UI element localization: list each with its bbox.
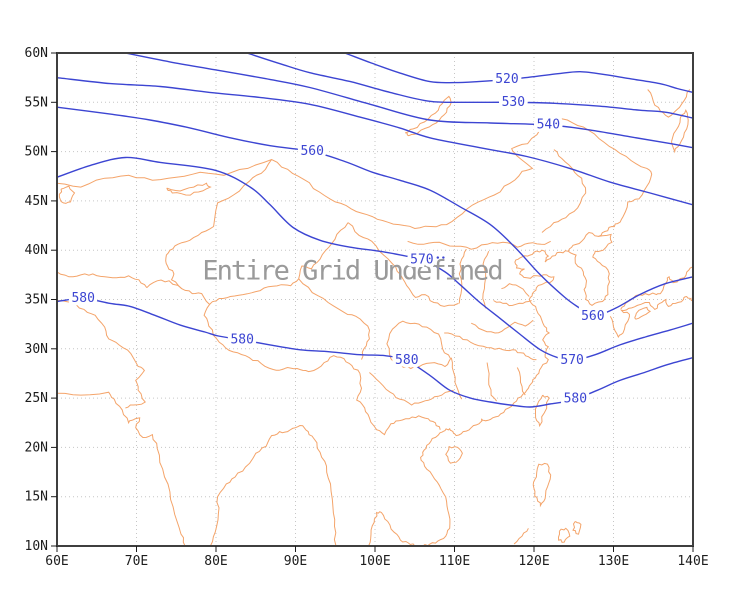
map-outline-inner-mongolia-line: [407, 240, 551, 250]
map-outlines: [57, 89, 693, 546]
contour-label-530: 530: [502, 95, 525, 110]
y-tick-label-55N: 55N: [25, 95, 48, 110]
contour-label-570: 570: [410, 253, 433, 268]
map-outline-kunlun-border: [209, 222, 349, 305]
y-tick-label-15N: 15N: [25, 490, 48, 505]
contour-540: [125, 53, 693, 149]
y-tick-label-10N: 10N: [25, 539, 48, 554]
x-tick-label-60E: 60E: [45, 554, 68, 569]
map-outline-henan-line: [471, 319, 534, 334]
map-outline-luzon: [532, 462, 552, 508]
map-outline-balkhash-lake: [166, 182, 212, 196]
map-outline-yangtze-line: [444, 332, 537, 361]
map-outline-aral-sea: [58, 185, 76, 204]
contour-label-dot: [442, 256, 445, 259]
x-tick-label-100E: 100E: [359, 554, 390, 569]
contour-labels: 520 530 540 560 560 570 570 580 580 580 580: [68, 69, 608, 410]
map-outline-baikal-lake: [405, 95, 452, 137]
contour-580: [57, 297, 693, 408]
map-outline-india-east-burma-coast: [209, 424, 337, 546]
map-outline-hainan: [445, 445, 463, 464]
x-tick-label-90E: 90E: [284, 554, 307, 569]
gridlines: [57, 53, 693, 546]
y-tick-label-25N: 25N: [25, 391, 48, 406]
contour-label-580: 580: [71, 291, 94, 306]
y-tick-label-50N: 50N: [25, 145, 48, 160]
y-tick-label-20N: 20N: [25, 440, 48, 455]
x-tick-label-110E: 110E: [439, 554, 470, 569]
x-tick-label-130E: 130E: [598, 554, 629, 569]
x-tick-label-70E: 70E: [125, 554, 148, 569]
map-outline-yunnan-guizhou-line: [369, 372, 454, 406]
map-outline-turkmen-border: [57, 271, 148, 288]
map-outline-okhotsk-coast: [647, 89, 691, 118]
map-outline-himalaya-sea-border: [146, 279, 441, 436]
contour-520: [344, 53, 693, 94]
map-outline-taiwan: [535, 394, 550, 428]
contour-label-520: 520: [495, 72, 518, 87]
map-outline-sichuan-loop: [386, 320, 452, 370]
map-outline-huai-line: [493, 300, 532, 307]
map-outline-shanxi-east-border: [482, 251, 490, 309]
map-outline-jiangxi-border: [486, 362, 498, 402]
y-tick-label-60N: 60N: [25, 46, 48, 61]
map-outline-iran-afghan-border: [57, 300, 146, 409]
map-outline-tibet-east-border: [298, 278, 371, 360]
contour-label-570: 570: [560, 353, 583, 368]
map-outline-sakhalin: [671, 108, 689, 154]
y-tick-label-40N: 40N: [25, 243, 48, 258]
map-outline-shanxi-west-border: [458, 248, 467, 304]
map-outline-fujian-border: [516, 367, 526, 396]
contour-550: [57, 77, 693, 206]
y-tick-label-45N: 45N: [25, 194, 48, 209]
y-tick-label-35N: 35N: [25, 293, 48, 308]
contour-label-580: 580: [564, 392, 587, 407]
contour-530: [246, 53, 693, 119]
contour-label-580: 580: [230, 332, 253, 347]
map-outline-pakistan-india-west-coast: [57, 391, 186, 546]
x-tick-label-140E: 140E: [677, 554, 708, 569]
map-outline-china-coast: [440, 249, 569, 437]
map-outline-gansu-qinghai-border: [347, 222, 459, 307]
map-outline-northern-border: [57, 117, 653, 237]
axis-ticks: [51, 52, 694, 552]
x-tick-label-120E: 120E: [518, 554, 549, 569]
contour-label-560: 560: [300, 144, 323, 159]
contour-label-560: 560: [581, 309, 604, 324]
map-outline-vietnam-coast: [420, 432, 451, 546]
contour-label-580: 580: [395, 353, 418, 368]
map-outline-thailand-gulf-coast: [368, 511, 416, 546]
map-outline-visayas-2: [572, 520, 582, 535]
x-tick-label-80E: 80E: [204, 554, 227, 569]
map-outline-visayas-1: [557, 527, 571, 543]
y-tick-label-30N: 30N: [25, 342, 48, 357]
map-outline-palawan: [513, 528, 529, 545]
map-outline-korea: [567, 231, 613, 307]
map-outline-shikoku: [634, 306, 652, 320]
contour-label-dot: [436, 256, 440, 259]
contour-560: [57, 106, 693, 318]
map-outline-pamir-border: [169, 159, 273, 251]
map-outline-japan-south-coast: [609, 295, 693, 339]
contour-label-540: 540: [537, 117, 560, 132]
map-outline-hunan-border: [450, 357, 463, 400]
contour-570: [57, 156, 693, 362]
axis-labels: 60E 70E 80E 90E 100E 110E 120E 130E 140E 10N 15N 20…: [25, 46, 709, 569]
map-outline-shandong-inner-line: [501, 283, 530, 297]
undefined-message: Entire Grid Undefined: [202, 256, 501, 287]
contour-lines: [57, 53, 693, 408]
map-outline-pamir-south: [165, 249, 183, 290]
map-outline-northeast-diagonal: [541, 149, 587, 233]
